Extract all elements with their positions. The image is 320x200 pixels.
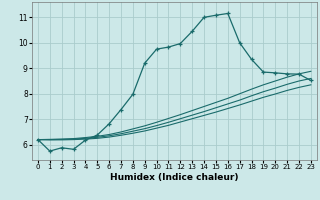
X-axis label: Humidex (Indice chaleur): Humidex (Indice chaleur) [110, 173, 239, 182]
